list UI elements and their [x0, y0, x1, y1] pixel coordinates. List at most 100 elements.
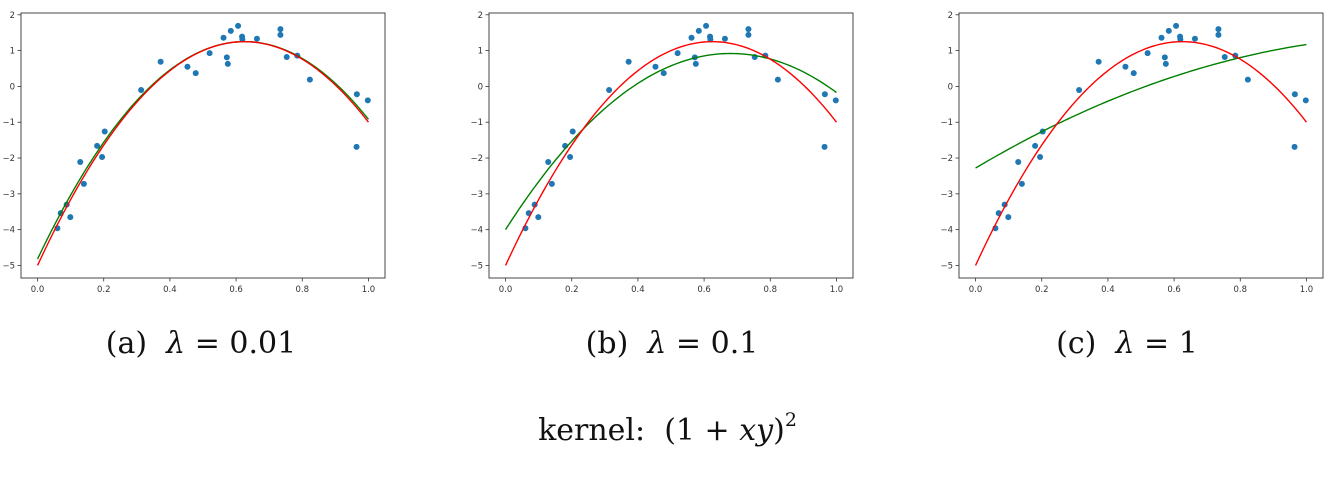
data-point	[1221, 54, 1228, 61]
data-point	[821, 143, 828, 150]
data-point	[184, 63, 191, 70]
fit-curve	[504, 52, 837, 231]
data-point	[99, 153, 106, 160]
data-point	[688, 34, 695, 41]
x-tick-label: 0.8	[296, 285, 310, 295]
data-point	[192, 70, 199, 77]
data-point	[1158, 34, 1165, 41]
kernel-variable: xy	[739, 413, 774, 448]
data-point	[253, 35, 260, 42]
caption-a: (a) λ = 0.01	[84, 326, 318, 361]
data-point	[695, 27, 702, 34]
x-tick-label: 1.0	[1300, 285, 1314, 295]
data-point	[721, 35, 728, 42]
y-tick-label: 1	[948, 47, 953, 57]
data-point	[67, 214, 74, 221]
caption-b: (b) λ = 0.1	[566, 326, 778, 361]
true-function-curve	[504, 40, 838, 266]
data-point	[206, 50, 213, 57]
data-point	[77, 158, 84, 165]
data-point	[745, 26, 752, 33]
data-point	[1005, 214, 1012, 221]
y-tick-label: 1	[10, 47, 15, 57]
data-point	[1018, 180, 1025, 187]
caption-c-label: (c)	[1056, 326, 1097, 361]
true-function-curve	[36, 40, 370, 266]
data-point	[660, 70, 667, 77]
kernel-close: )	[773, 413, 785, 448]
x-tick-label: 0.4	[1101, 285, 1115, 295]
y-tick-label: 2	[478, 11, 483, 21]
caption-b-value: 0.1	[710, 326, 759, 361]
data-point	[1291, 91, 1298, 98]
data-point	[277, 26, 284, 33]
data-point	[306, 76, 313, 83]
data-point	[774, 76, 781, 83]
caption-b-label: (b)	[585, 326, 629, 361]
data-point	[1015, 158, 1022, 165]
data-point	[364, 97, 371, 104]
y-tick-label: −2	[2, 154, 15, 164]
plot-panel-b: 2 1 0 −1 −2 −3 −4 −5 0.0 0.2 0.4 0.6 0.8 1.0	[0, 0, 870, 300]
lambda-symbol: λ	[166, 326, 186, 361]
x-tick-label: 0.6	[697, 285, 711, 295]
data-point	[606, 86, 613, 93]
lambda-symbol: λ	[647, 326, 667, 361]
data-point	[832, 97, 839, 104]
data-point	[1032, 142, 1039, 149]
data-point	[821, 91, 828, 98]
data-point	[235, 22, 242, 29]
data-point	[138, 86, 145, 93]
y-tick-label: −3	[940, 190, 953, 200]
data-point	[674, 50, 681, 57]
data-point	[692, 60, 699, 67]
x-tick-label: 0.4	[163, 285, 177, 295]
data-point	[353, 91, 360, 98]
x-tick-label: 0.0	[31, 285, 45, 295]
y-tick-label: −5	[2, 261, 15, 271]
data-point	[1037, 153, 1044, 160]
y-tick-label: −1	[2, 118, 15, 128]
data-point	[220, 34, 227, 41]
data-point	[548, 180, 555, 187]
data-point	[227, 27, 234, 34]
caption-c: (c) λ = 1	[1052, 326, 1202, 361]
axes-frame	[20, 12, 386, 279]
y-tick-label: 1	[478, 47, 483, 57]
data-point	[535, 214, 542, 221]
x-tick-label: 0.2	[97, 285, 111, 295]
data-point	[1173, 22, 1180, 29]
data-point	[157, 58, 164, 65]
y-tick-label: 0	[478, 82, 483, 92]
data-point	[1244, 76, 1251, 83]
data-point	[283, 54, 290, 61]
data-point	[353, 143, 360, 150]
x-tick-label: 0.0	[499, 285, 513, 295]
equals-sign: =	[194, 326, 220, 361]
x-tick-label: 0.6	[229, 285, 243, 295]
y-tick-label: 0	[948, 82, 953, 92]
x-tick-label: 1.0	[830, 285, 844, 295]
true-function-curve	[974, 40, 1308, 266]
x-tick-label: 0.2	[1035, 285, 1049, 295]
data-point	[1291, 143, 1298, 150]
y-tick-label: −4	[470, 226, 483, 236]
kernel-caption: kernel: (1 + xy)2	[0, 411, 1335, 449]
data-point	[223, 54, 230, 61]
data-point	[1215, 26, 1222, 33]
data-point	[1076, 86, 1083, 93]
data-point	[569, 128, 576, 135]
x-tick-label: 0.8	[1234, 285, 1248, 295]
kernel-open: (1 +	[664, 413, 740, 448]
data-point	[80, 180, 87, 187]
data-point	[1130, 70, 1137, 77]
data-point	[101, 128, 108, 135]
y-tick-label: −4	[2, 226, 15, 236]
data-point	[625, 58, 632, 65]
y-tick-label: −3	[2, 190, 15, 200]
data-point	[1095, 58, 1102, 65]
kernel-prefix: kernel:	[538, 413, 646, 448]
data-point	[1144, 50, 1151, 57]
fit-curve	[975, 43, 1307, 169]
data-point	[224, 60, 231, 67]
